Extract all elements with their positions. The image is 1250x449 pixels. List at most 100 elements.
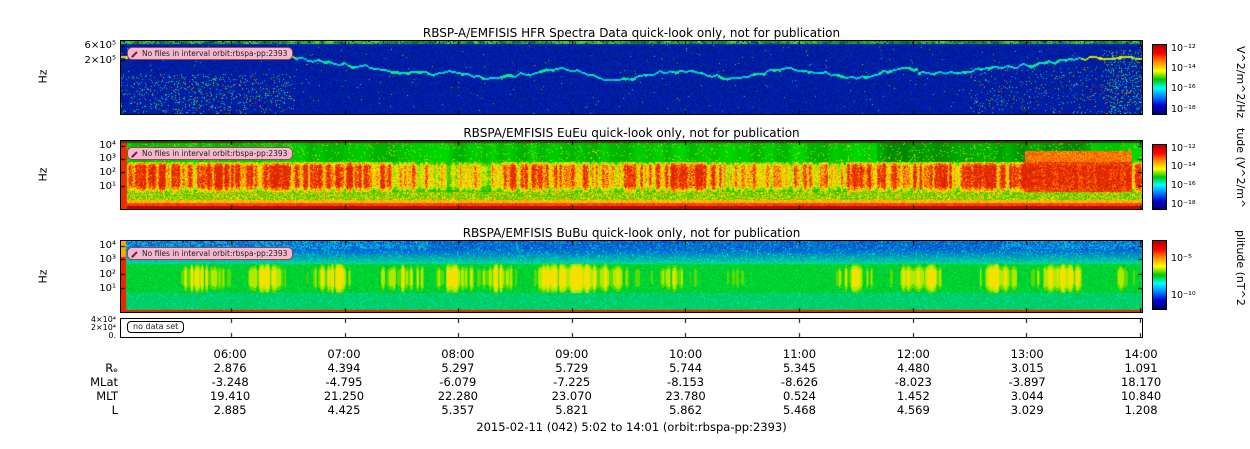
panel3-y-tick-label: 10³	[99, 253, 116, 265]
panel1-title: RBSP-A/EMFISIS HFR Spectra Data quick-lo…	[422, 26, 841, 40]
no-files-badge-3: No files in interval orbit:rbspa-pp:2393	[127, 247, 294, 260]
pencil-icon	[131, 150, 138, 157]
colorbar-1-tick-label: 10⁻¹⁶	[1171, 83, 1196, 95]
colorbar-2-label: tude (V^2/m^	[1234, 128, 1247, 209]
colorbar-3	[1152, 240, 1167, 310]
ephemeris-value: 5.468	[782, 403, 816, 417]
ephemeris-value: 23.070	[551, 389, 592, 403]
colorbar-1-tick-label: 10⁻¹⁸	[1171, 103, 1196, 115]
ephemeris-value: 1.208	[1124, 403, 1158, 417]
ephemeris-value: 2.876	[213, 361, 247, 375]
panel4-y-tick-label: 4×10⁴	[90, 315, 116, 325]
colorbar-2	[1152, 144, 1167, 210]
time-tick-label: 09:00	[555, 347, 589, 361]
ephemeris-value: 2.885	[213, 403, 247, 417]
no-files-badge-text: No files in interval orbit:rbspa-pp:2393	[142, 49, 288, 58]
ephemeris-value: -8.153	[667, 375, 705, 389]
pencil-icon	[131, 250, 138, 257]
colorbar-2-tick-label: 10⁻¹⁶	[1171, 179, 1196, 191]
no-files-badge-text: No files in interval orbit:rbspa-pp:2393	[142, 249, 288, 258]
colorbar-3-tick-label: 10⁻¹⁰	[1171, 289, 1196, 301]
time-tick-label: 10:00	[669, 347, 703, 361]
ephemeris-row-label: Rₑ	[105, 361, 118, 375]
time-tick-label: 11:00	[782, 347, 817, 361]
colorbar-3-label: plitude (nT^2	[1234, 230, 1247, 306]
panel4-y-tick-label: 0.	[108, 330, 116, 340]
ephemeris-value: 5.297	[441, 361, 475, 375]
panel1-y-axis-label: Hz	[36, 69, 50, 84]
time-tick-label: 12:00	[896, 347, 930, 361]
ephemeris-value: 23.780	[665, 389, 706, 403]
ephemeris-value: -3.897	[1008, 375, 1046, 389]
ephemeris-row-label: MLat	[90, 375, 118, 389]
ephemeris-value: 3.029	[1010, 403, 1044, 417]
colorbar-1-tick-label: 10⁻¹⁴	[1171, 63, 1196, 75]
ephemeris-value: -8.626	[780, 375, 818, 389]
panel3-title: RBSPA/EMFISIS BuBu quick-look only, not …	[462, 226, 801, 240]
panel2-y-tick-label: 10³	[99, 153, 116, 165]
bubu-spectrogram-panel: No files in interval orbit:rbspa-pp:2393	[120, 240, 1143, 313]
ephemeris-value: 4.569	[896, 403, 930, 417]
ephemeris-value: 1.452	[896, 389, 930, 403]
panel1-y-tick-label: 6×10⁵	[84, 40, 116, 52]
colorbar-2-tick-label: 10⁻¹⁴	[1171, 161, 1196, 173]
colorbar-1-label: V^2/m^2/Hz	[1234, 46, 1247, 119]
hfr-spectrogram-panel: No files in interval orbit:rbspa-pp:2393	[120, 40, 1143, 115]
ephemeris-row-label: MLT	[96, 389, 118, 403]
panel4-y-tick-label: 2×10⁴	[90, 323, 116, 332]
ephemeris-value: 5.729	[555, 361, 589, 375]
ephemeris-value: 0.524	[782, 389, 816, 403]
ephemeris-value: 4.425	[327, 403, 361, 417]
ephemeris-value: 5.821	[555, 403, 589, 417]
empty-data-panel: no data set	[120, 318, 1143, 338]
colorbar-1-tick-label: 10⁻¹²	[1171, 43, 1196, 55]
ephemeris-value: -6.079	[439, 375, 477, 389]
ephemeris-value: 4.394	[327, 361, 361, 375]
colorbar-2-tick-label: 10⁻¹⁸	[1171, 199, 1196, 211]
eueu-spectrogram-panel: No files in interval orbit:rbspa-pp:2393	[120, 140, 1143, 210]
ephemeris-row-label: L	[111, 403, 118, 417]
time-tick-label: 14:00	[1124, 347, 1158, 361]
time-tick-label: 07:00	[327, 347, 361, 361]
panel2-y-tick-label: 10⁴	[99, 139, 116, 151]
colorbar-3-tick-label: 10⁻⁵	[1171, 253, 1192, 265]
ephemeris-value: 19.410	[209, 389, 251, 403]
ephemeris-value: 21.250	[323, 389, 365, 403]
ephemeris-value: 18.170	[1120, 375, 1162, 389]
pencil-icon	[131, 50, 138, 57]
ephemeris-value: 1.091	[1124, 361, 1158, 375]
ephemeris-value: -8.023	[894, 375, 932, 389]
no-data-set-badge-text: no data set	[133, 322, 179, 331]
time-tick-label: 13:00	[1010, 347, 1044, 361]
no-files-badge-2: No files in interval orbit:rbspa-pp:2393	[127, 147, 294, 160]
panel1-y-tick-label: 2×10⁵	[84, 54, 116, 66]
ephemeris-value: -4.795	[325, 375, 363, 389]
ephemeris-value: 3.044	[1010, 389, 1044, 403]
panel3-y-tick-label: 10¹	[99, 283, 116, 295]
no-files-badge-text: No files in interval orbit:rbspa-pp:2393	[142, 149, 288, 158]
ephemeris-value: -3.248	[211, 375, 249, 389]
ephemeris-value: 5.862	[669, 403, 703, 417]
panel3-y-tick-label: 10⁴	[99, 240, 116, 252]
ephemeris-value: 10.840	[1120, 389, 1162, 403]
colorbar-2-tick-label: 10⁻¹²	[1171, 142, 1196, 154]
time-tick-label: 06:00	[213, 347, 247, 361]
ephemeris-value: 5.744	[669, 361, 703, 375]
time-tick-label: 08:00	[441, 347, 475, 361]
panel2-y-tick-label: 10²	[99, 167, 116, 179]
ephemeris-value: 5.357	[441, 403, 475, 417]
panel3-y-tick-label: 10²	[99, 268, 116, 280]
panel2-title: RBSPA/EMFISIS EuEu quick-look only, not …	[463, 126, 800, 140]
panel2-y-tick-label: 10¹	[99, 181, 116, 193]
ephemeris-value: 3.015	[1010, 361, 1044, 375]
empty-panel-canvas	[121, 319, 1142, 337]
ephemeris-value: 4.480	[896, 361, 930, 375]
colorbar-1	[1152, 44, 1167, 115]
ephemeris-value: -7.225	[553, 375, 591, 389]
ephemeris-value: 22.280	[437, 389, 478, 403]
caption: 2015-02-11 (042) 5:02 to 14:01 (orbit:rb…	[476, 420, 787, 434]
ephemeris-value: 5.345	[782, 361, 816, 375]
no-files-badge-1: No files in interval orbit:rbspa-pp:2393	[127, 47, 294, 60]
no-data-set-badge: no data set	[127, 321, 185, 333]
